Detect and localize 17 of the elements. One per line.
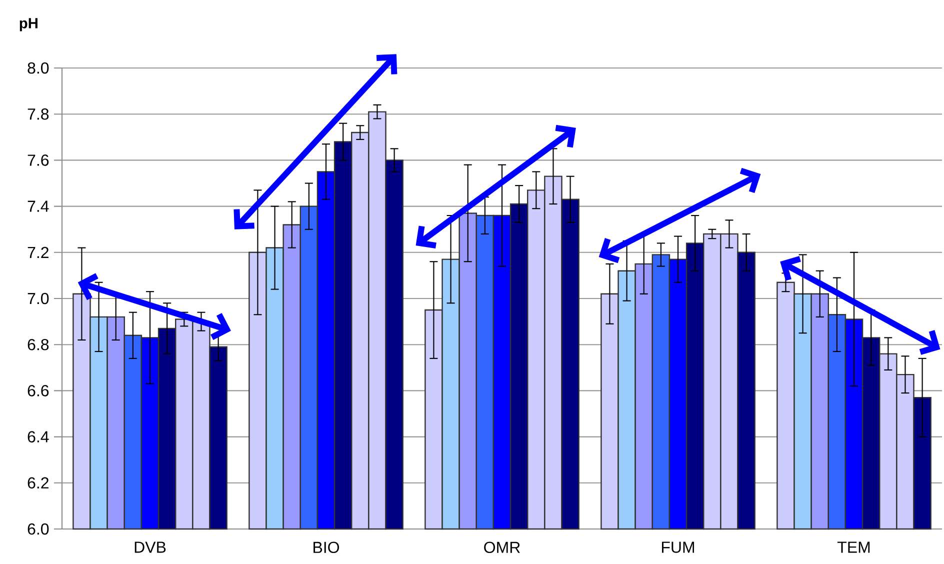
x-tick-label: DVB [134, 542, 166, 553]
y-tick-label: 6.0 [28, 523, 49, 535]
y-tick-label: 7.0 [28, 292, 49, 304]
y-tick-label: 6.8 [28, 338, 49, 350]
y-tick-label: 7.2 [28, 246, 48, 258]
y-axis-title: pH [20, 18, 38, 32]
y-tick-label: 7.8 [28, 108, 49, 120]
y-tick-label: 7.6 [28, 154, 49, 166]
x-tick-label: TEM [837, 542, 870, 553]
y-tick-label: 7.4 [28, 200, 49, 212]
y-tick-label: 6.2 [28, 477, 48, 489]
y-tick-label: 6.4 [28, 431, 49, 442]
x-tick-label: FUM [662, 542, 694, 553]
y-tick-label: 6.6 [28, 385, 49, 396]
x-tick-label: BIO [314, 542, 340, 554]
y-tick-label: 8.0 [28, 62, 49, 74]
x-tick-label: OMR [484, 542, 520, 554]
